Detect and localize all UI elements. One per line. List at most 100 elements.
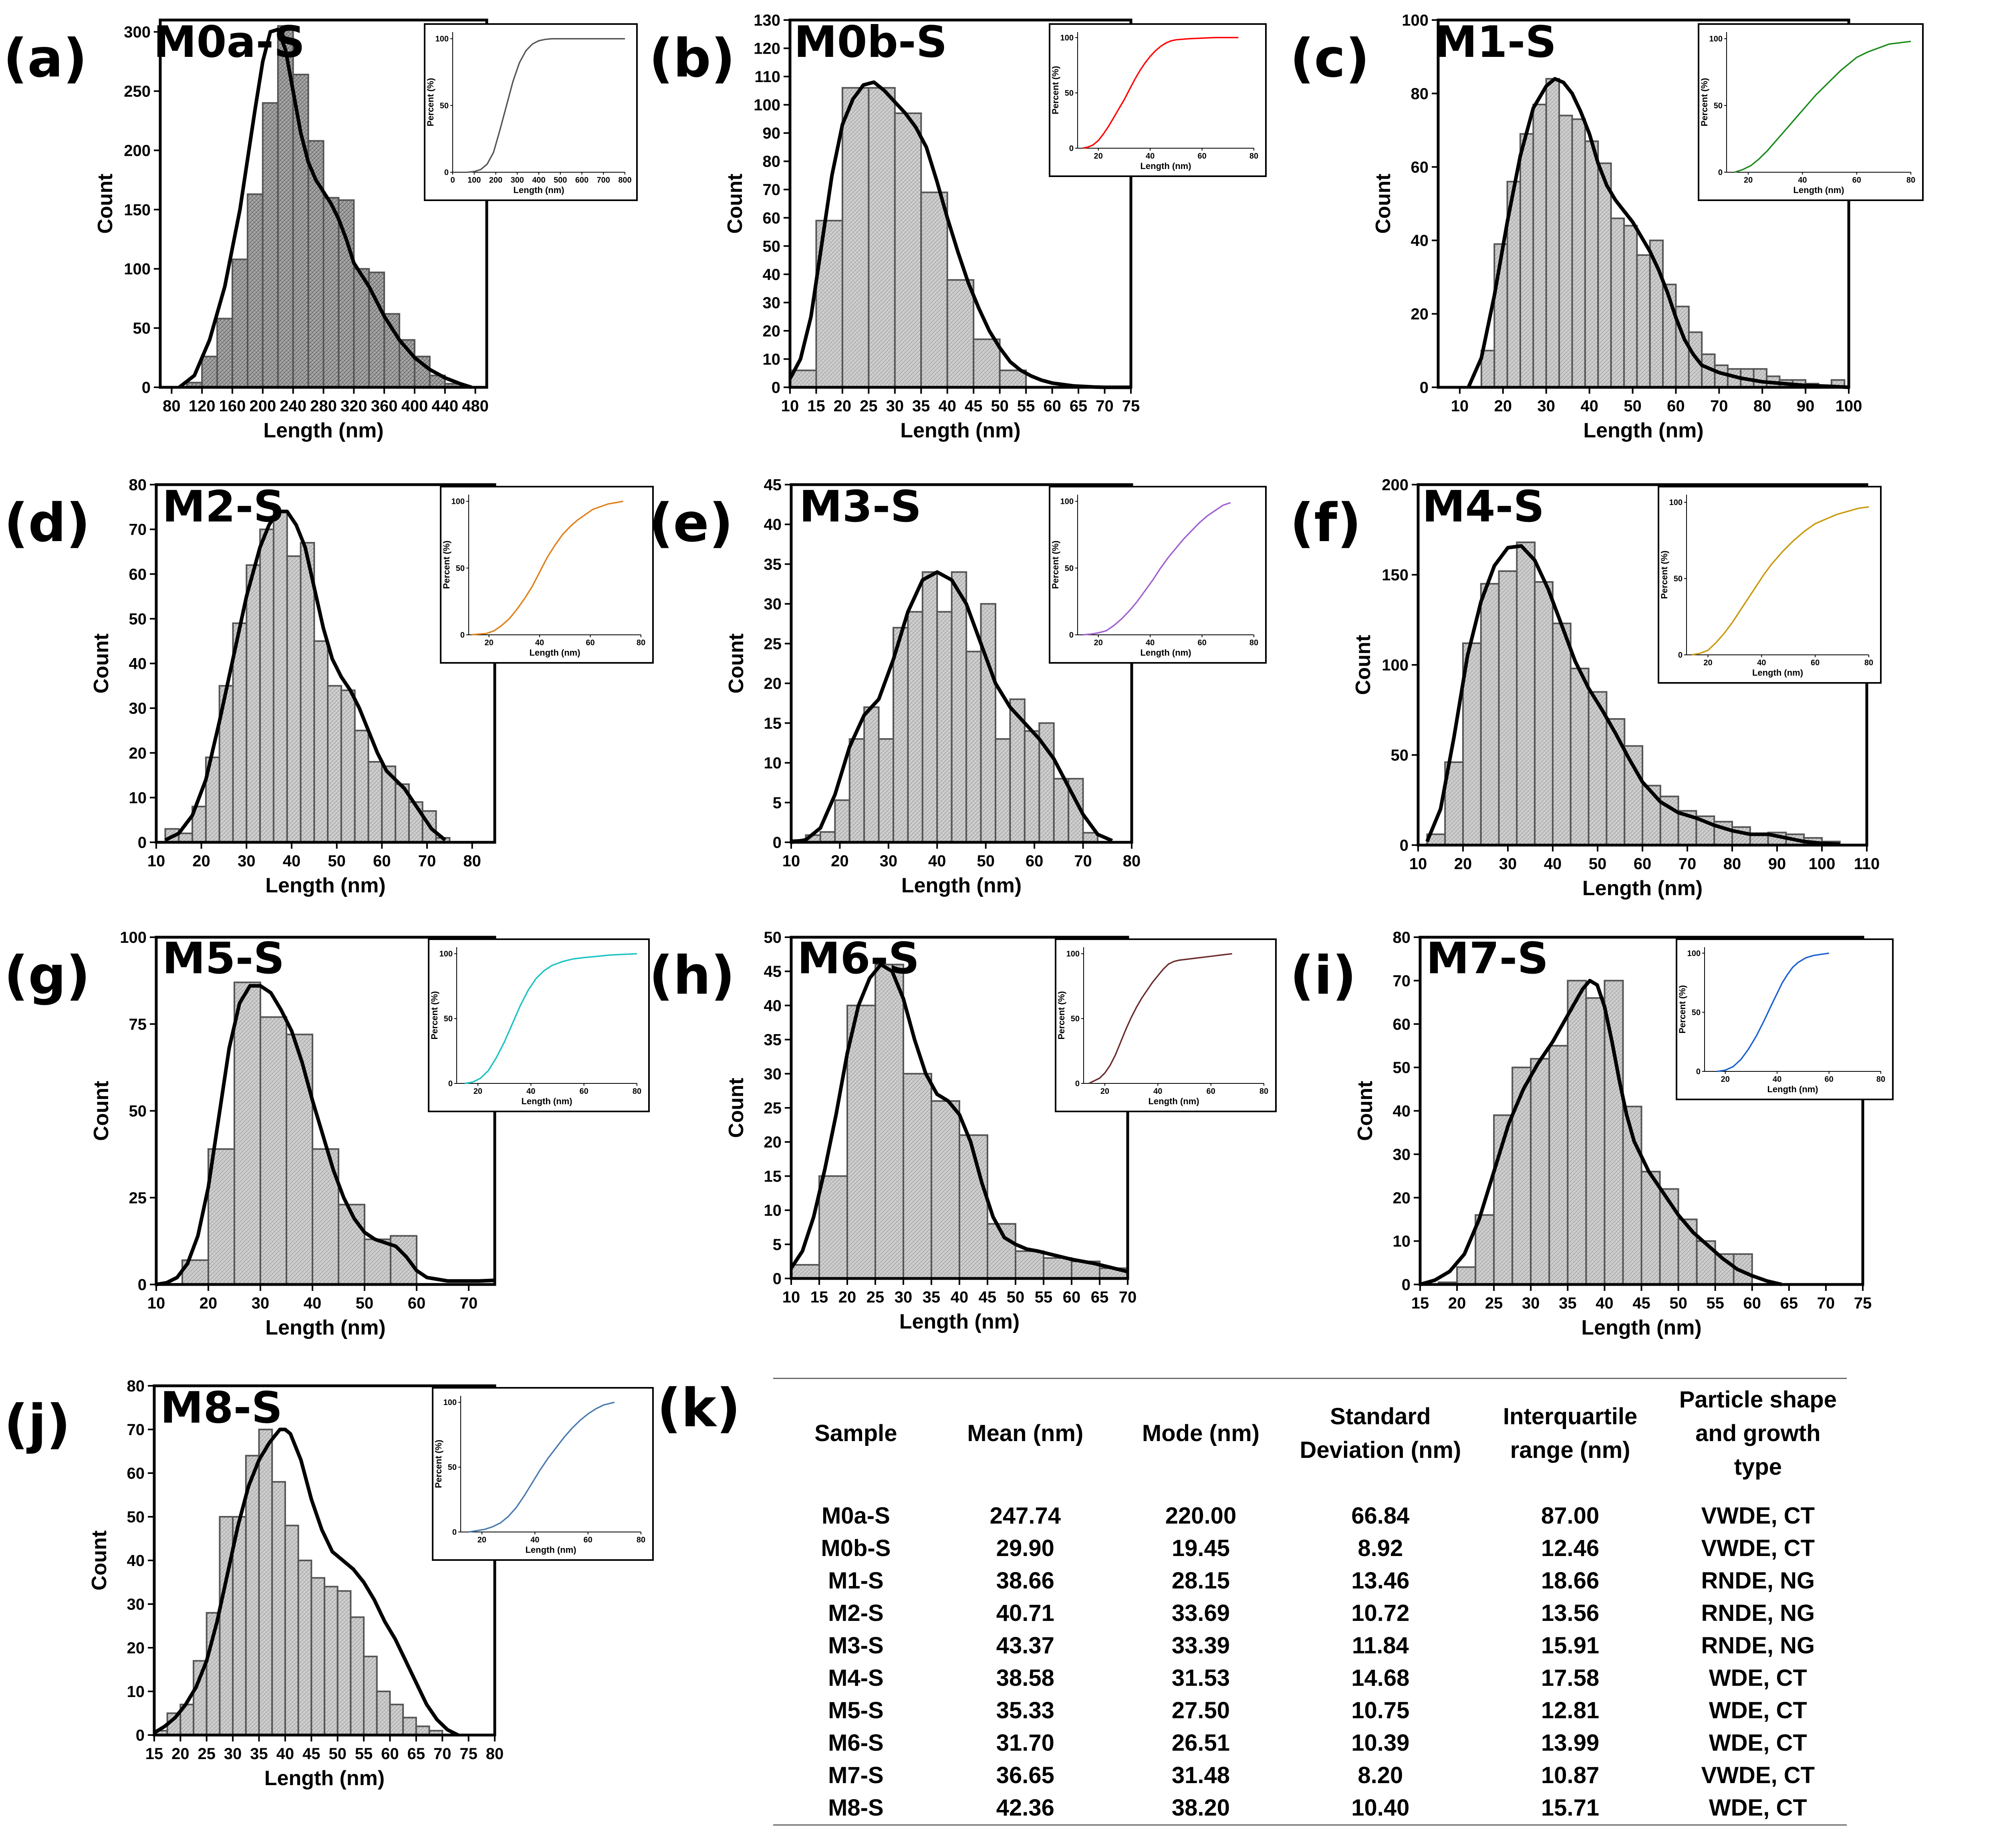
panel-label-e: (e) <box>649 492 733 554</box>
histogram-bar <box>376 1691 391 1736</box>
histogram-bar <box>920 191 948 388</box>
histogram-bar <box>1624 745 1644 846</box>
inset-y-tick-label: 0 <box>1069 631 1074 640</box>
x-tick-label: 20 <box>1448 1294 1466 1312</box>
x-tick-label: 280 <box>310 397 337 415</box>
histogram-bar <box>390 1235 417 1285</box>
y-tick-label: 5 <box>773 1236 782 1254</box>
y-tick-label: 50 <box>129 610 147 628</box>
table-cell: M4-S <box>828 1665 884 1691</box>
y-tick-label: 50 <box>133 320 151 337</box>
table-row: M3-S 43.37 33.39 11.84 15.91 RNDE, NG <box>773 1630 1847 1662</box>
y-axis-label: Count <box>94 173 117 234</box>
y-tick-label: 10 <box>127 1683 145 1701</box>
cumulative-curve <box>1088 953 1232 1084</box>
inset-y-tick-label: 100 <box>1060 34 1074 42</box>
y-tick-label: 0 <box>1402 1276 1411 1294</box>
x-tick-label: 110 <box>1854 855 1880 873</box>
y-axis-label: Count <box>88 1530 111 1590</box>
plot-frame <box>788 18 1132 389</box>
inset-y-axis-label: Percent (%) <box>1056 991 1066 1039</box>
y-tick-label: 15 <box>764 1168 782 1185</box>
inset-x-tick-label: 80 <box>1249 638 1258 647</box>
histogram-bar <box>245 1455 260 1736</box>
histogram-bar <box>262 102 279 388</box>
inset-x-tick-label: 700 <box>597 176 610 185</box>
inset-x-tick-label: 60 <box>584 1536 592 1544</box>
inset-x-axis-label: Length (nm) <box>521 1096 572 1106</box>
x-tick-label: 40 <box>939 397 957 415</box>
cumulative-curve <box>471 500 624 636</box>
kde-curve <box>1467 77 1849 389</box>
table-cell: 14.68 <box>1351 1665 1410 1691</box>
y-tick-label: 20 <box>764 675 782 692</box>
x-tick-label: 480 <box>462 397 489 415</box>
kde-curve <box>156 984 495 1286</box>
histogram-bar <box>216 318 234 388</box>
cumulative-curve <box>1734 40 1911 173</box>
x-tick-label: 10 <box>1409 855 1427 873</box>
y-axis-label: Count <box>90 1081 113 1141</box>
chart-svg: 15 20 25 30 35 40 45 50 55 60 65 70 75 0 10 20 30 40 50 60 7… <box>1354 929 1894 1339</box>
histogram-bar <box>1015 1250 1044 1280</box>
histogram-bar <box>234 981 261 1285</box>
table-cell: 15.71 <box>1541 1794 1600 1821</box>
x-tick-label: 40 <box>1580 397 1598 415</box>
histogram-bar <box>363 1655 378 1736</box>
kde-curve <box>1419 978 1782 1286</box>
inset-x-tick-label: 80 <box>1906 176 1915 185</box>
y-tick-label: 10 <box>763 350 781 368</box>
histogram-bar <box>246 564 261 843</box>
inset-y-tick-label: 50 <box>448 1463 457 1472</box>
y-tick-label: 100 <box>1382 656 1409 674</box>
inset-y-tick-label: 0 <box>452 1528 457 1537</box>
inset-x-axis-label: Length (nm) <box>529 648 580 658</box>
histogram-bar <box>1024 730 1040 843</box>
y-tick-label: 25 <box>129 1189 147 1207</box>
inset-frame <box>440 486 654 664</box>
inset-frame <box>424 23 638 201</box>
y-tick-label: 100 <box>120 929 147 946</box>
header-mean: Mean (nm) <box>967 1420 1084 1447</box>
histogram-bar <box>286 1033 313 1285</box>
panel-label-h: (h) <box>649 945 735 1007</box>
x-tick-label: 70 <box>1074 852 1092 870</box>
cumulative-curve <box>1717 952 1829 1072</box>
histogram-bar <box>246 193 264 388</box>
x-tick-label: 320 <box>341 397 367 415</box>
y-tick-label: 40 <box>764 516 782 533</box>
table-cell: 42.36 <box>996 1794 1054 1821</box>
table-cell: 28.15 <box>1171 1568 1230 1594</box>
histogram-bar <box>1585 997 1606 1286</box>
histogram-bar <box>402 1717 417 1736</box>
histogram-bar <box>980 603 996 843</box>
x-tick-label: 20 <box>838 1288 856 1306</box>
inset-x-tick-label: 80 <box>637 1536 645 1544</box>
sample-title: M2-S <box>162 482 285 532</box>
table-cell: 40.71 <box>996 1600 1054 1627</box>
x-tick-label: 30 <box>224 1745 242 1763</box>
histogram-bar <box>1475 1214 1495 1285</box>
histogram-panel-i: (i) 15 20 25 30 35 40 45 50 55 60 65 70 75 0 10 20 30 40 50… <box>1286 917 1927 1370</box>
y-tick-label: 60 <box>127 1465 145 1482</box>
inset-x-tick-label: 400 <box>532 176 545 185</box>
table-cell: M8-S <box>828 1794 884 1821</box>
sample-title: M6-S <box>797 934 920 984</box>
plot-frame <box>1437 18 1850 389</box>
x-tick-label: 60 <box>1667 397 1685 415</box>
table-cell: 8.92 <box>1358 1535 1403 1562</box>
histogram-bar <box>1456 1266 1477 1286</box>
y-tick-label: 50 <box>1391 747 1409 764</box>
inset-y-axis-label: Percent (%) <box>1050 540 1060 589</box>
chart-svg: 10 15 20 25 30 35 40 45 50 55 60 65 70 75010203040506… <box>723 12 1267 442</box>
y-tick-label: 20 <box>1411 306 1429 323</box>
table-cell: 12.46 <box>1541 1535 1600 1562</box>
histogram-bar <box>367 761 383 843</box>
inset-y-axis-label: Percent (%) <box>1659 550 1669 599</box>
y-tick-label: 20 <box>127 1639 145 1657</box>
y-tick-label: 100 <box>124 260 151 278</box>
histogram-bar <box>959 1134 988 1279</box>
y-tick-label: 0 <box>1420 379 1429 397</box>
x-tick-label: 15 <box>1411 1294 1429 1312</box>
x-tick-label: 100 <box>1809 855 1836 873</box>
